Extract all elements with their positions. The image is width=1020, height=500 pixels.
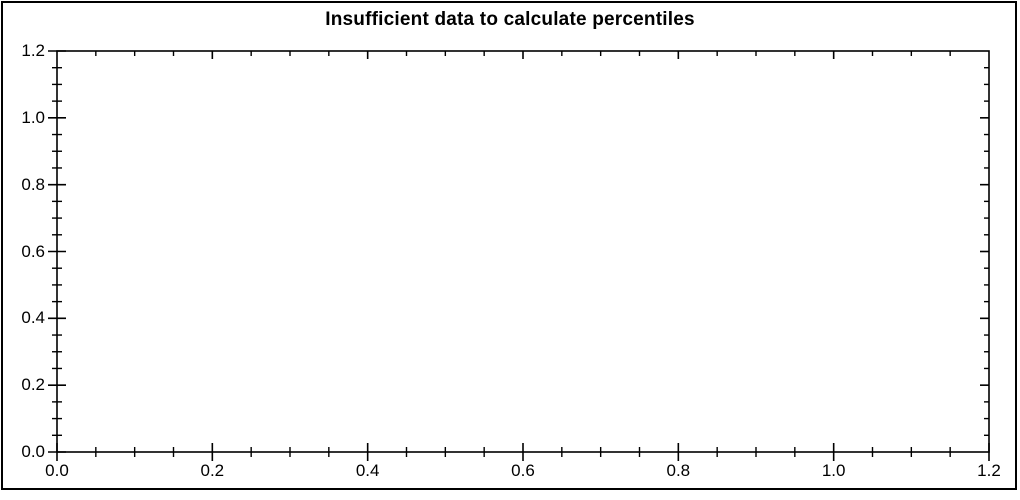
y-tick-label: 0.4: [21, 308, 45, 328]
x-tick-label: 0.4: [355, 461, 380, 480]
x-tick-label: 1.2: [977, 461, 1001, 480]
x-tick-label: 1.0: [821, 461, 846, 480]
plot-border: [56, 50, 990, 453]
y-tick-label: 0.2: [21, 375, 45, 395]
x-tick-label: 0.6: [511, 461, 535, 480]
x-tick-label: 0.0: [45, 461, 69, 480]
y-tick-label: 0.0: [21, 442, 45, 461]
y-tick-label: 1.0: [21, 107, 45, 127]
y-axis-ticks: [48, 50, 989, 453]
y-tick-label: 0.6: [21, 241, 45, 261]
y-tick-label: 1.2: [21, 41, 45, 60]
x-tick-label: 0.8: [666, 461, 691, 480]
y-tick-label: 0.8: [21, 174, 45, 194]
x-tick-label: 0.2: [200, 461, 225, 480]
x-axis-ticks: [56, 51, 990, 461]
chart-title: Insufficient data to calculate percentil…: [325, 9, 695, 30]
